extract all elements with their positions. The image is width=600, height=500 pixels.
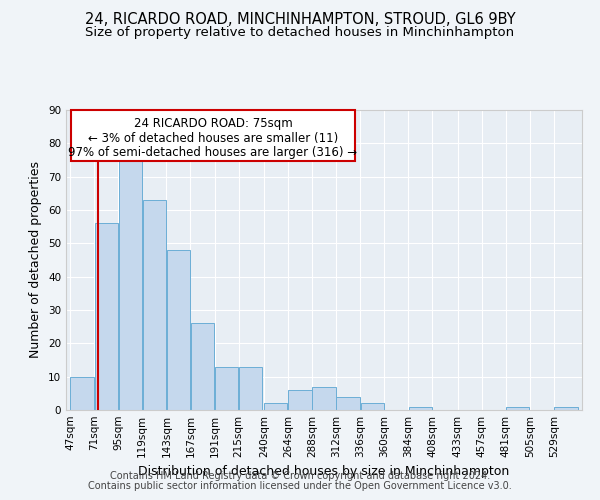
Bar	[143, 200, 166, 410]
Bar	[288, 390, 311, 410]
Bar	[506, 406, 529, 410]
Bar	[215, 366, 238, 410]
Text: Contains public sector information licensed under the Open Government Licence v3: Contains public sector information licen…	[88, 481, 512, 491]
Y-axis label: Number of detached properties: Number of detached properties	[29, 162, 43, 358]
Bar	[167, 250, 190, 410]
Bar	[70, 376, 94, 410]
Text: Size of property relative to detached houses in Minchinhampton: Size of property relative to detached ho…	[85, 26, 515, 39]
Bar	[119, 156, 142, 410]
Bar	[95, 224, 118, 410]
Text: ← 3% of detached houses are smaller (11): ← 3% of detached houses are smaller (11)	[88, 132, 338, 145]
Bar	[554, 406, 578, 410]
Bar	[191, 324, 214, 410]
Text: 97% of semi-detached houses are larger (316) →: 97% of semi-detached houses are larger (…	[68, 146, 358, 160]
Text: 24 RICARDO ROAD: 75sqm: 24 RICARDO ROAD: 75sqm	[134, 118, 292, 130]
Bar	[313, 386, 335, 410]
Text: 24, RICARDO ROAD, MINCHINHAMPTON, STROUD, GL6 9BY: 24, RICARDO ROAD, MINCHINHAMPTON, STROUD…	[85, 12, 515, 28]
Bar	[264, 404, 287, 410]
Bar	[409, 406, 432, 410]
Bar	[361, 404, 384, 410]
FancyBboxPatch shape	[71, 110, 355, 161]
Bar	[337, 396, 360, 410]
Text: Contains HM Land Registry data © Crown copyright and database right 2024.: Contains HM Land Registry data © Crown c…	[110, 471, 490, 481]
Bar	[239, 366, 262, 410]
X-axis label: Distribution of detached houses by size in Minchinhampton: Distribution of detached houses by size …	[139, 466, 509, 478]
